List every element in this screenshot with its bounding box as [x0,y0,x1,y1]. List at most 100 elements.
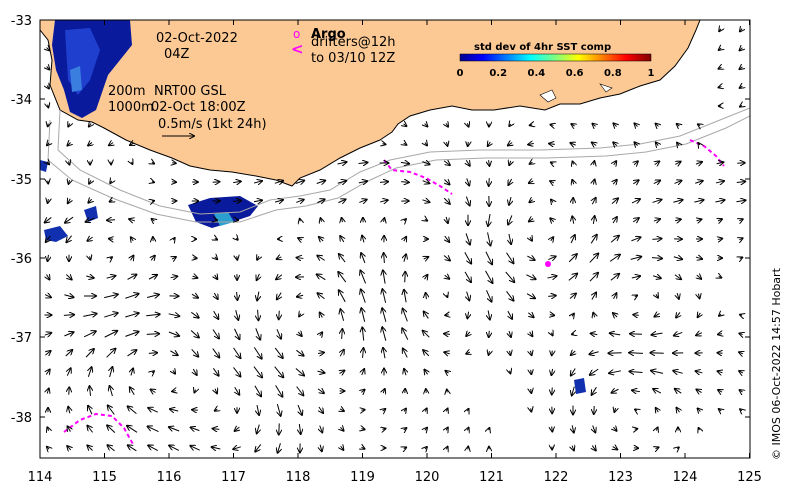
y-tick-label: -34 [11,93,32,108]
current-vector [109,143,113,146]
current-vector [528,313,533,318]
current-vector [739,333,742,334]
current-vector [83,331,96,338]
current-vector [63,315,74,316]
current-vector [129,219,136,221]
current-vector [443,256,450,261]
current-vector [83,314,96,317]
current-vector [610,333,621,335]
current-vector [467,311,468,319]
current-vector [358,181,367,183]
current-vector [316,181,325,184]
x-tick-label: 125 [737,470,762,485]
current-vector [170,409,179,411]
current-vector [337,181,346,184]
current-vector [488,310,490,319]
colorbar-tick-label: 0.8 [604,68,622,79]
current-vector [489,178,490,186]
current-vector [424,370,427,375]
current-vector [443,161,450,165]
current-vector [235,387,240,394]
current-vector [131,237,133,241]
current-vector [191,348,199,356]
current-vector [362,236,364,243]
current-vector [715,181,724,183]
current-vector [739,352,743,354]
current-vector [677,124,680,126]
current-vector [233,181,241,182]
current-vector [509,161,510,165]
current-vector [651,371,664,374]
current-vector [110,181,112,183]
current-vector [740,86,743,88]
current-vector [608,353,622,354]
current-vector [296,386,304,396]
current-vector [740,29,742,32]
current-vector [340,370,345,373]
current-vector [383,348,385,359]
current-vector [277,292,281,300]
current-vector [443,197,450,204]
current-vector [337,162,347,164]
current-vector [131,256,134,261]
current-vector [508,310,512,319]
current-vector [298,404,302,415]
current-vector [214,292,217,299]
current-vector [677,408,680,412]
current-vector [340,309,343,321]
current-vector [233,347,241,358]
current-vector [572,446,574,451]
current-vector [86,276,93,278]
current-vector [551,125,554,126]
current-vector [404,369,406,376]
current-vector [360,271,367,284]
current-vector [319,406,323,413]
current-vector [694,200,703,202]
current-vector [488,351,489,355]
y-tick-label: -33 [11,14,32,29]
current-vector [526,294,535,299]
drifter-symbol: < [291,40,304,58]
product-time-label: 02-Oct 18:00Z [151,100,246,115]
current-vector [594,161,595,165]
isobath-label-2: 1000m [108,100,154,115]
current-vector [382,429,385,430]
current-vector [530,351,531,355]
current-vector [215,389,217,394]
drifter-label: drifters@12h [311,35,396,50]
current-vector [363,348,364,358]
current-vector [531,370,532,374]
current-vector [424,257,429,259]
current-vector [527,256,534,260]
current-vector [467,291,470,301]
x-tick-label: 115 [92,470,117,485]
current-vector [719,29,721,31]
current-vector [509,330,511,337]
current-vector [612,389,619,392]
current-vector [592,386,597,395]
current-vector [547,276,556,278]
current-vector [572,180,573,184]
current-vector [88,199,91,203]
current-vector [339,254,346,263]
current-vector [192,410,198,411]
current-vector [652,200,662,203]
current-vector [44,295,51,298]
current-vector [297,295,304,297]
current-vector [255,444,262,451]
x-tick-label: 118 [286,470,311,485]
current-vector [508,215,512,224]
current-vector [215,409,218,411]
current-vector [589,352,599,355]
isobath-label: 200m [108,84,145,99]
current-vector [422,181,430,184]
current-vector [359,200,366,203]
current-vector [467,409,468,411]
x-axis: 114 115 116 117 118 119 120 121 122 123 124 125 [28,20,762,485]
current-vector [572,386,575,396]
current-vector [551,162,553,163]
current-vector [47,447,49,449]
current-vectors [45,29,746,453]
current-vector [193,276,198,278]
current-vector [173,370,175,373]
